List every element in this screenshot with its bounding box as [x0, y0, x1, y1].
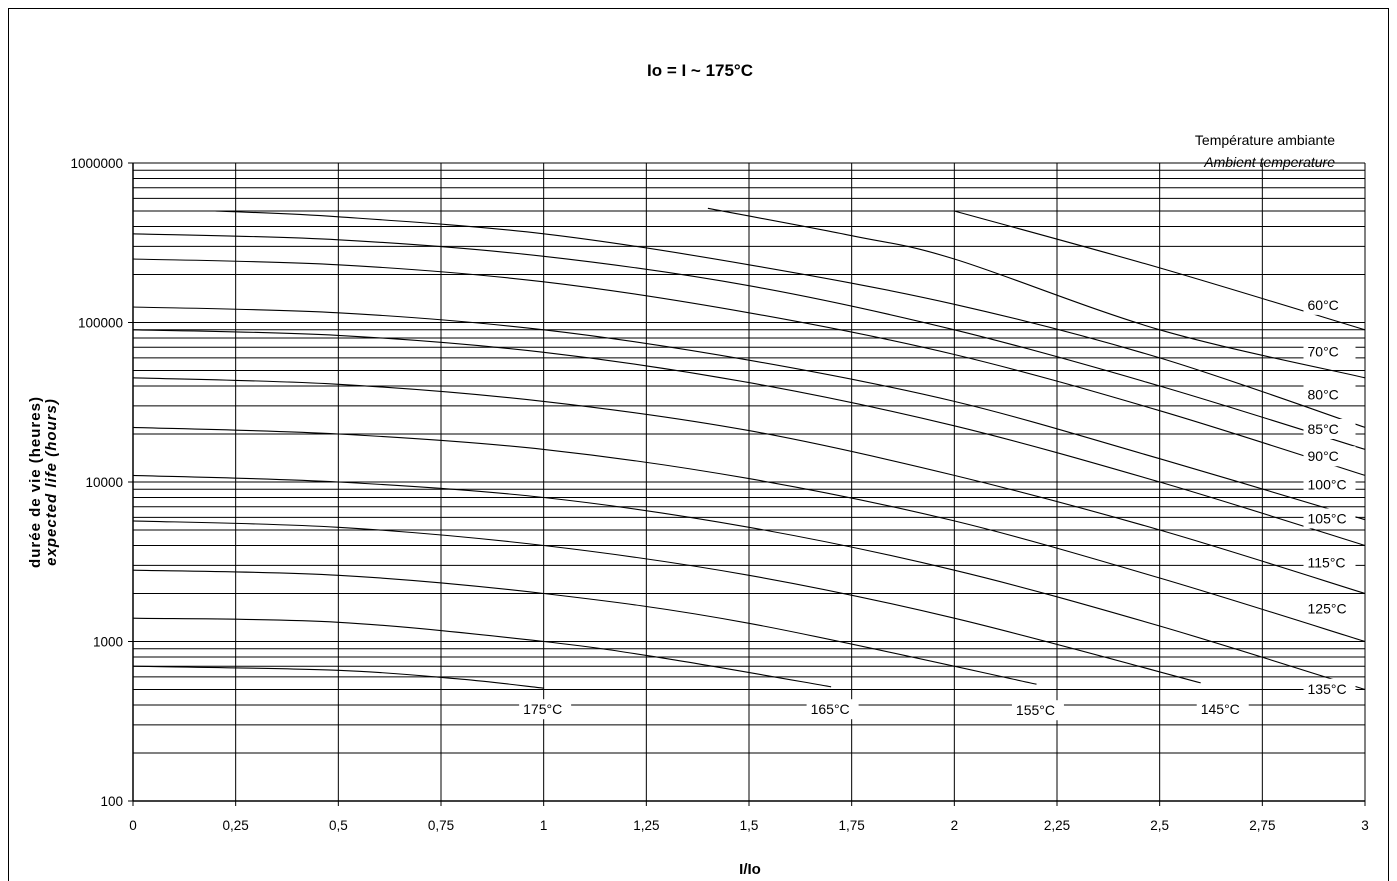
chart-title: Io = I ~ 175°C [647, 61, 753, 80]
series-label-bg [1011, 700, 1064, 721]
series-label-9: 135°C [1308, 681, 1347, 697]
x-tick-label: 2,75 [1249, 818, 1275, 833]
x-tick-label: 3 [1361, 818, 1369, 833]
legend-title-fr: Température ambiante [1195, 132, 1335, 148]
series-label-bg [806, 699, 859, 720]
series-label-bg [1303, 446, 1356, 467]
series-label-bg [1303, 294, 1356, 315]
y-axis-title-en: expected life (hours) [43, 398, 60, 566]
series-line-5 [132, 306, 1366, 521]
series-label-8: 125°C [1308, 600, 1347, 616]
series-label-bg [1303, 384, 1356, 405]
x-tick-label: 0,5 [329, 818, 348, 833]
series-label-5: 100°C [1308, 476, 1347, 492]
series-label-10: 145°C [1201, 701, 1240, 717]
x-tick-label: 0,75 [428, 818, 454, 833]
x-tick-label: 0,25 [223, 818, 249, 833]
series-label-12: 165°C [811, 701, 850, 717]
series-line-9 [132, 474, 1366, 691]
x-tick-label: 1,75 [839, 818, 865, 833]
series-label-11: 155°C [1016, 702, 1055, 718]
y-axis-title-fr: durée de vie (heures) [27, 396, 44, 568]
series-label-4: 90°C [1308, 448, 1339, 464]
series-label-2: 80°C [1308, 386, 1339, 402]
series-label-bg [1303, 418, 1356, 439]
x-tick-label: 2,5 [1150, 818, 1169, 833]
axes: 0 0,25 0,5 0,75 1 1,25 1,5 1,75 2 2,25 2,5 2,75 3 100… [70, 156, 1368, 833]
series-line-6 [132, 329, 1366, 547]
x-tick-label: 1,25 [633, 818, 659, 833]
series-label-bg [1303, 678, 1356, 699]
series-label-1: 70°C [1308, 344, 1339, 360]
series-label-bg [519, 699, 572, 720]
x-axis-title: I/Io [739, 861, 761, 878]
series-label-3: 85°C [1308, 421, 1339, 437]
series-label-bg [1303, 508, 1356, 529]
series-label-13: 175°C [523, 701, 562, 717]
x-tick-label: 1,5 [740, 818, 759, 833]
legend-title-en: Ambient temperature [1203, 154, 1335, 170]
series-group [132, 207, 1366, 691]
series-label-bg [1303, 341, 1356, 362]
y-tick-label: 1000000 [70, 156, 123, 171]
series-line-13 [132, 665, 544, 689]
series-label-bg [1196, 699, 1249, 720]
x-tick-label: 1 [540, 818, 548, 833]
series-line-12 [132, 617, 832, 688]
series-label-bg [1303, 474, 1356, 495]
series-line-2 [215, 210, 1366, 428]
series-line-4 [132, 258, 1366, 476]
series-line-7 [132, 377, 1366, 595]
series-line-3 [132, 233, 1366, 450]
series-label-0: 60°C [1308, 297, 1339, 313]
y-tick-label: 10000 [85, 475, 123, 490]
series-label-7: 115°C [1308, 555, 1346, 571]
series-line-10 [132, 520, 1201, 684]
series-label-bg [1303, 598, 1356, 619]
series-line-0 [954, 210, 1366, 331]
grid [132, 162, 1366, 802]
series-labels: 60°C 70°C 80°C 85°C 90°C 100°C 105°C 115°C 125°C… [519, 294, 1356, 721]
chart-frame [8, 8, 1389, 881]
x-tick-label: 2 [951, 818, 959, 833]
series-label-bg [1303, 552, 1356, 573]
x-tick-label: 0 [129, 818, 137, 833]
y-tick-label: 100000 [78, 316, 123, 331]
series-line-8 [132, 426, 1366, 643]
y-tick-label: 100 [100, 794, 123, 809]
series-line-11 [132, 569, 1037, 685]
series-line-1 [707, 207, 1366, 379]
series-label-6: 105°C [1308, 510, 1347, 526]
y-tick-label: 1000 [93, 635, 123, 650]
x-tick-label: 2,25 [1044, 818, 1070, 833]
